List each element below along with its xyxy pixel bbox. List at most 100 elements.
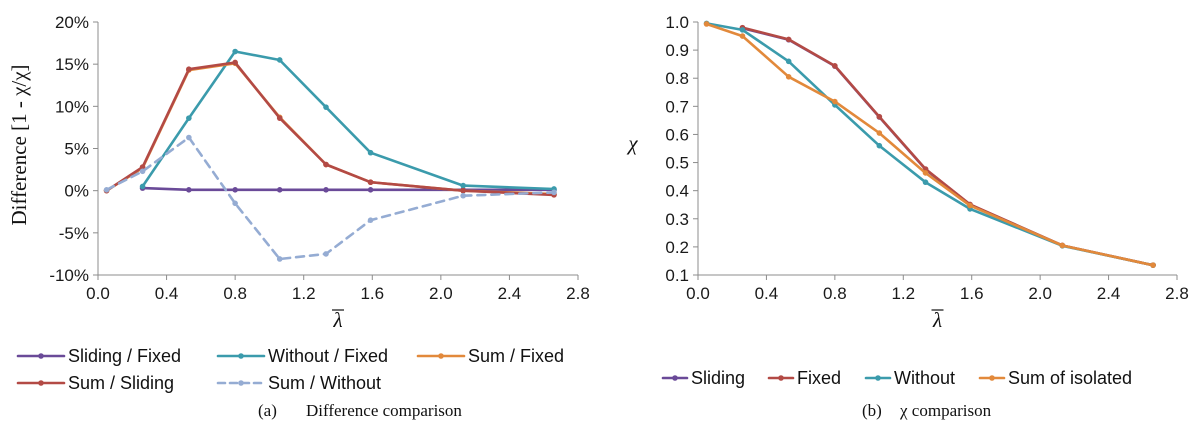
x-tick-label: 2.8	[1165, 284, 1189, 303]
y-tick-label: 0.7	[665, 97, 689, 116]
y-tick-label: 15%	[55, 55, 89, 74]
data-point	[276, 57, 283, 63]
data-point	[460, 182, 466, 189]
chart-chi-comparison: 0.0 0.4 0.8 1.2 1.6 2.0 2.4 2.8 0.1 0.2 0.3 0.4 0.5 0…	[626, 13, 1188, 420]
legend-item: Fixed	[767, 368, 841, 388]
y-tick-label: 0.2	[665, 238, 689, 257]
x-tick-label: 0.0	[686, 284, 710, 303]
data-point	[785, 36, 792, 43]
data-point	[139, 168, 146, 175]
x-axis-label: λ	[332, 308, 342, 332]
data-point	[460, 187, 466, 194]
y-tick-label: 0%	[64, 182, 89, 201]
legend-marker	[38, 380, 44, 386]
y-tick-label: 0.3	[665, 210, 689, 229]
data-point	[876, 113, 883, 120]
caption-label: (a)	[258, 401, 277, 420]
data-point	[739, 27, 746, 33]
series-line	[105, 61, 556, 197]
series-fixed	[739, 24, 1156, 268]
caption-label: (b)	[862, 401, 882, 420]
data-point	[232, 59, 238, 66]
x-tick-label: 0.0	[86, 284, 110, 303]
legend-marker	[238, 353, 244, 359]
data-point	[276, 187, 283, 193]
data-point	[703, 21, 710, 27]
y-tick-label: 0.8	[665, 69, 689, 88]
x-tick-label: 2.4	[498, 284, 522, 303]
legend-item: Sum / Without	[216, 373, 381, 393]
data-point	[186, 187, 192, 193]
y-tick-label: 5%	[64, 140, 89, 159]
series-sum-without	[103, 134, 557, 262]
legend-item: Sliding / Fixed	[16, 346, 181, 366]
x-tick-label: 1.6	[360, 284, 384, 303]
legend-label: Sliding	[691, 368, 745, 388]
legend-marker	[438, 353, 444, 359]
x-tick-label: 2.0	[429, 284, 453, 303]
legend-marker	[778, 375, 784, 381]
x-tick-label: 0.4	[755, 284, 779, 303]
data-point	[232, 187, 238, 193]
legend-label: Sum of isolated	[1008, 368, 1132, 388]
series-line	[141, 186, 556, 192]
data-point	[186, 134, 192, 141]
legend-item: Sum / Sliding	[16, 373, 174, 393]
legend-item: Without / Fixed	[216, 346, 388, 366]
legend-label: Sum / Sliding	[68, 373, 174, 393]
legend-marker	[989, 375, 995, 381]
series-line	[705, 22, 1155, 267]
y-tick-label: 20%	[55, 13, 89, 32]
data-point	[323, 251, 329, 257]
caption-text: χ comparison	[899, 401, 992, 420]
series-without-fixed	[139, 48, 557, 192]
data-point	[323, 104, 329, 110]
legend-item: Without	[864, 368, 955, 388]
y-axis-label: χ	[626, 131, 638, 155]
data-point	[876, 142, 883, 149]
series-sum-sliding	[103, 59, 557, 198]
x-axis-label: λ	[932, 308, 942, 332]
legend-item: Sliding	[661, 368, 745, 388]
series-without	[703, 20, 1156, 268]
caption-text: Difference comparison	[306, 401, 462, 420]
x-tick-label: 2.0	[1028, 284, 1052, 303]
legend-item: Sum / Fixed	[416, 346, 564, 366]
series-line	[105, 136, 556, 261]
x-tick-label: 0.8	[223, 284, 247, 303]
legend-label: Without	[894, 368, 955, 388]
legend-item: Sum of isolated	[978, 368, 1132, 388]
series-sum-of-isolated	[703, 21, 1156, 268]
x-tick-label: 1.2	[891, 284, 915, 303]
data-point	[139, 164, 146, 170]
data-point	[186, 66, 192, 73]
series-line	[141, 50, 556, 191]
legend-label: Sliding / Fixed	[68, 346, 181, 366]
y-tick-label: 10%	[55, 97, 89, 116]
legend-marker	[238, 380, 244, 386]
data-point	[276, 256, 283, 262]
x-tick-label: 0.8	[823, 284, 847, 303]
y-tick-label: -5%	[59, 224, 89, 243]
data-point	[922, 179, 929, 186]
data-point	[551, 189, 557, 196]
data-point	[323, 161, 329, 168]
legend-label: Sum / Fixed	[468, 346, 564, 366]
data-point	[323, 187, 329, 193]
data-point	[367, 217, 374, 223]
data-point	[460, 192, 466, 199]
data-point	[367, 179, 374, 186]
data-point	[232, 200, 238, 207]
data-point	[876, 130, 883, 136]
y-tick-label: 1.0	[665, 13, 689, 32]
data-point	[739, 33, 746, 39]
x-tick-label: 1.6	[960, 284, 984, 303]
data-point	[367, 187, 374, 193]
y-tick-label: 0.6	[665, 125, 689, 144]
y-tick-label: 0.9	[665, 41, 689, 60]
data-point	[785, 74, 792, 80]
series-line	[705, 22, 1155, 267]
legend-marker	[875, 375, 881, 381]
x-tick-label: 2.4	[1097, 284, 1121, 303]
